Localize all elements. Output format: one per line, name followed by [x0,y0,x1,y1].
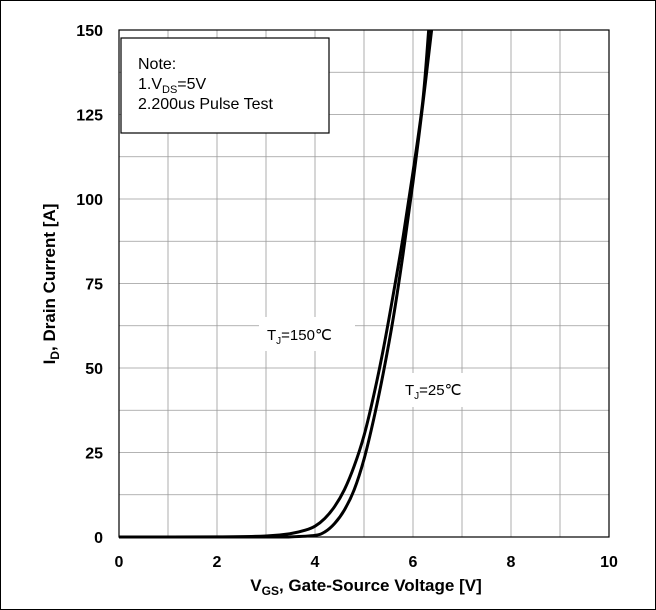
x-axis-ticks: 0 2 4 6 8 10 [115,554,618,571]
x-tick-label: 10 [600,554,618,571]
label-tj-150-post: =150℃ [281,327,332,344]
y-tick-label: 100 [76,192,103,209]
note-line-2: 2.200us Pulse Test [138,96,273,113]
y-tick-label: 150 [76,23,103,40]
x-axis-label-rest: , Gate-Source Voltage [V] [279,576,482,595]
y-axis-label-pre: I [40,360,59,365]
label-tj-150-box: TJ=150℃ [259,317,355,351]
x-tick-label: 6 [409,554,418,571]
label-tj-25-post: =25℃ [419,382,461,399]
y-axis-ticks: 0 25 50 75 100 125 150 [76,23,103,547]
label-tj-25: TJ=25℃ [405,382,461,402]
y-tick-label: 25 [85,446,103,463]
x-axis-label: VGS, Gate-Source Voltage [V] [250,576,481,598]
note-line-1-sub: DS [162,84,177,96]
y-axis-label-sub: D [48,351,62,360]
y-tick-label: 50 [85,361,103,378]
plot-border [118,29,610,538]
label-tj-25-box: TJ=25℃ [397,373,481,407]
label-tj-150: TJ=150℃ [267,327,332,347]
y-axis-label: ID, Drain Current [A] [40,204,62,365]
note-line-1-pre: 1.V [138,76,162,93]
y-tick-label: 125 [76,108,103,125]
curve-tj-25 [118,29,434,539]
note-box-border [120,37,330,134]
note-line-1: 1.VDS=5V [138,76,207,96]
label-tj-150-bg [259,317,355,351]
label-tj-150-pre: T [267,327,276,344]
x-axis-label-pre: V [250,576,262,595]
label-tj-25-bg [397,373,481,407]
note-box: Note: 1.VDS=5V 2.200us Pulse Test [120,37,330,134]
x-tick-label: 8 [507,554,516,571]
y-axis-label-rest: , Drain Current [A] [40,204,59,351]
x-tick-label: 0 [115,554,124,571]
y-tick-label: 0 [94,530,103,547]
curve-tj-150 [118,29,431,539]
label-tj-25-sub: J [414,391,419,402]
y-tick-label: 75 [85,277,103,294]
curves [118,29,434,539]
note-line-1-post: =5V [177,76,206,93]
x-axis-label-sub: GS [262,584,279,598]
label-tj-150-sub: J [276,336,281,347]
x-tick-label: 4 [311,554,320,571]
note-title: Note: [138,56,176,73]
label-tj-25-pre: T [405,382,414,399]
x-tick-label: 2 [213,554,222,571]
